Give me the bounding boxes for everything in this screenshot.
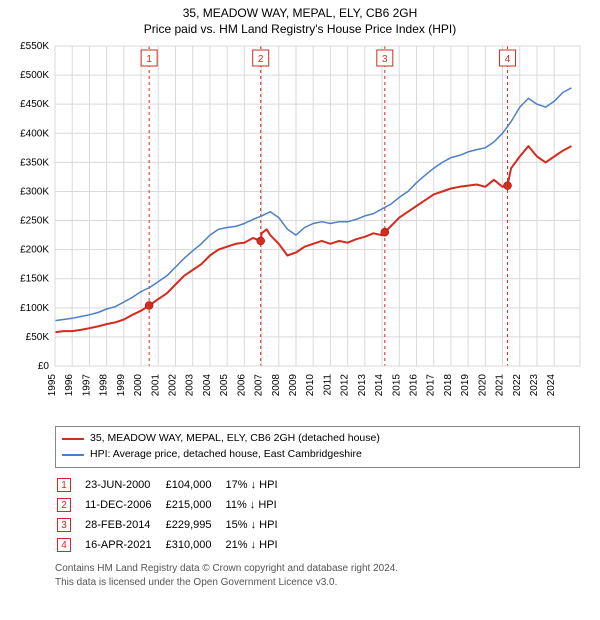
- title-subtitle: Price paid vs. HM Land Registry's House …: [0, 22, 600, 36]
- svg-text:£250K: £250K: [20, 216, 49, 227]
- transaction-price: £215,000: [166, 496, 224, 514]
- svg-text:1999: 1999: [116, 374, 127, 397]
- table-row: 2 11-DEC-2006£215,00011% ↓ HPI: [57, 496, 290, 514]
- transaction-date: 23-JUN-2000: [85, 476, 164, 494]
- table-row: 4 16-APR-2021£310,00021% ↓ HPI: [57, 536, 290, 554]
- svg-text:2003: 2003: [185, 374, 196, 397]
- svg-text:1996: 1996: [64, 374, 75, 397]
- legend-label: 35, MEADOW WAY, MEPAL, ELY, CB6 2GH (det…: [90, 431, 380, 447]
- svg-text:2020: 2020: [477, 374, 488, 397]
- svg-text:2010: 2010: [305, 374, 316, 397]
- svg-text:2023: 2023: [529, 374, 540, 397]
- svg-text:2004: 2004: [202, 374, 213, 397]
- table-row: 1 23-JUN-2000£104,00017% ↓ HPI: [57, 476, 290, 494]
- svg-text:2007: 2007: [254, 374, 265, 397]
- svg-text:£100K: £100K: [20, 303, 49, 314]
- svg-text:2024: 2024: [546, 374, 557, 397]
- svg-text:£450K: £450K: [20, 99, 49, 110]
- svg-text:2019: 2019: [460, 374, 471, 397]
- svg-text:£500K: £500K: [20, 70, 49, 81]
- svg-text:1995: 1995: [47, 374, 58, 397]
- legend: 35, MEADOW WAY, MEPAL, ELY, CB6 2GH (det…: [55, 426, 580, 468]
- table-row: 3 28-FEB-2014£229,99515% ↓ HPI: [57, 516, 290, 534]
- svg-text:2005: 2005: [219, 374, 230, 397]
- svg-text:2014: 2014: [374, 374, 385, 397]
- svg-text:2008: 2008: [271, 374, 282, 397]
- svg-text:2015: 2015: [391, 374, 402, 397]
- svg-text:1997: 1997: [81, 374, 92, 397]
- transaction-badge: 1: [57, 478, 71, 492]
- svg-text:2022: 2022: [512, 374, 523, 397]
- attribution: Contains HM Land Registry data © Crown c…: [55, 562, 580, 590]
- transactions-table: 1 23-JUN-2000£104,00017% ↓ HPI 2 11-DEC-200…: [55, 474, 292, 556]
- svg-text:£400K: £400K: [20, 128, 49, 139]
- transaction-price: £104,000: [166, 476, 224, 494]
- svg-text:2011: 2011: [322, 374, 333, 396]
- svg-text:£300K: £300K: [20, 186, 49, 197]
- svg-text:1: 1: [146, 54, 152, 65]
- transaction-badge: 4: [57, 538, 71, 552]
- chart-container: 35, MEADOW WAY, MEPAL, ELY, CB6 2GH Pric…: [0, 0, 600, 620]
- transaction-date: 11-DEC-2006: [85, 496, 164, 514]
- legend-swatch: [62, 438, 84, 440]
- svg-text:£350K: £350K: [20, 157, 49, 168]
- svg-text:2001: 2001: [150, 374, 161, 397]
- line-chart-svg: £0 £50K £100K £150K £200K £250K £300K £350K £400…: [0, 40, 600, 422]
- legend-item: 35, MEADOW WAY, MEPAL, ELY, CB6 2GH (det…: [62, 431, 573, 447]
- svg-text:2006: 2006: [236, 374, 247, 397]
- transaction-date: 16-APR-2021: [85, 536, 164, 554]
- plot-area: £0 £50K £100K £150K £200K £250K £300K £350K £400…: [0, 40, 600, 422]
- svg-text:2012: 2012: [340, 374, 351, 397]
- transaction-diff: 21% ↓ HPI: [226, 536, 290, 554]
- svg-text:2016: 2016: [408, 374, 419, 397]
- title-address: 35, MEADOW WAY, MEPAL, ELY, CB6 2GH: [0, 6, 600, 20]
- svg-text:2021: 2021: [495, 374, 506, 397]
- svg-text:2009: 2009: [288, 374, 299, 397]
- svg-text:4: 4: [505, 54, 511, 65]
- svg-text:2017: 2017: [426, 374, 437, 397]
- svg-text:£550K: £550K: [20, 41, 49, 52]
- svg-text:£0: £0: [38, 361, 50, 372]
- transaction-badge: 2: [57, 498, 71, 512]
- transaction-diff: 17% ↓ HPI: [226, 476, 290, 494]
- legend-swatch: [62, 454, 84, 456]
- svg-text:2: 2: [258, 54, 264, 65]
- svg-text:2000: 2000: [133, 374, 144, 397]
- svg-text:2013: 2013: [357, 374, 368, 397]
- svg-text:1998: 1998: [99, 374, 110, 397]
- transaction-price: £310,000: [166, 536, 224, 554]
- transaction-diff: 15% ↓ HPI: [226, 516, 290, 534]
- svg-text:£200K: £200K: [20, 245, 49, 256]
- svg-text:£50K: £50K: [26, 332, 50, 343]
- transaction-badge: 3: [57, 518, 71, 532]
- attribution-line: Contains HM Land Registry data © Crown c…: [55, 562, 580, 576]
- legend-item: HPI: Average price, detached house, East…: [62, 447, 573, 463]
- svg-text:£150K: £150K: [20, 274, 49, 285]
- svg-text:2018: 2018: [443, 374, 454, 397]
- chart-titles: 35, MEADOW WAY, MEPAL, ELY, CB6 2GH Pric…: [0, 0, 600, 40]
- transaction-date: 28-FEB-2014: [85, 516, 164, 534]
- svg-text:2002: 2002: [167, 374, 178, 397]
- attribution-line: This data is licensed under the Open Gov…: [55, 576, 580, 590]
- legend-label: HPI: Average price, detached house, East…: [90, 447, 362, 463]
- transaction-price: £229,995: [166, 516, 224, 534]
- svg-text:3: 3: [382, 54, 388, 65]
- transaction-diff: 11% ↓ HPI: [226, 496, 290, 514]
